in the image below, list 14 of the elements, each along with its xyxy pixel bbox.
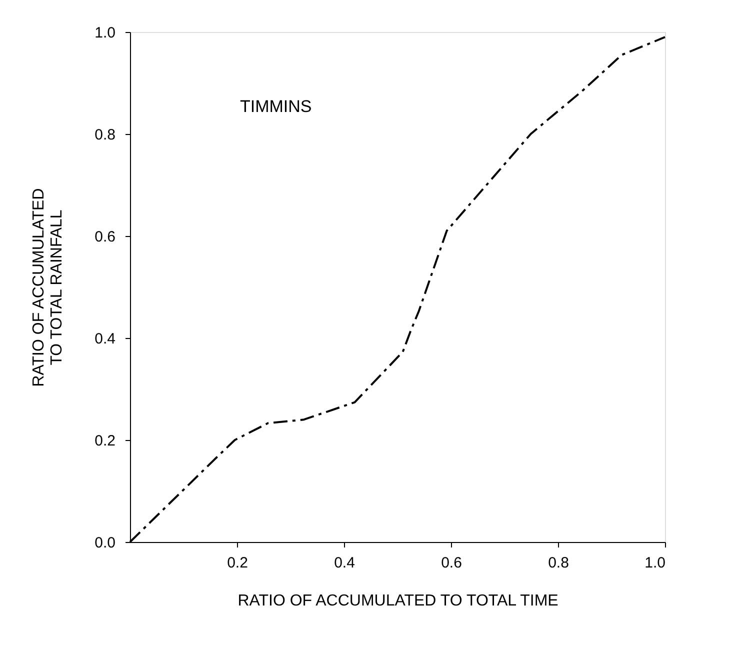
annotation: TIMMINS bbox=[240, 97, 312, 116]
y-tick-label: 0.6 bbox=[94, 228, 116, 246]
y-tick-label: 0.8 bbox=[94, 126, 116, 144]
y-tick-label: 0.2 bbox=[94, 432, 116, 450]
x-axis-title: RATIO OF ACCUMULATED TO TOTAL TIME bbox=[238, 592, 558, 610]
y-axis-title: RATIO OF ACCUMULATED TO TOTAL RAINFALL bbox=[30, 188, 66, 387]
x-tick-label: 0.6 bbox=[441, 554, 462, 572]
x-tick-label: 1.0 bbox=[644, 554, 666, 572]
y-tick-label: 1.0 bbox=[94, 24, 116, 42]
y-tick-label: 0.4 bbox=[94, 330, 116, 348]
x-tick-label: 0.8 bbox=[548, 554, 569, 572]
y-tick-label: 0.0 bbox=[94, 534, 116, 552]
x-tick-label: 0.4 bbox=[334, 554, 355, 572]
x-tick-label: 0.2 bbox=[227, 554, 248, 572]
